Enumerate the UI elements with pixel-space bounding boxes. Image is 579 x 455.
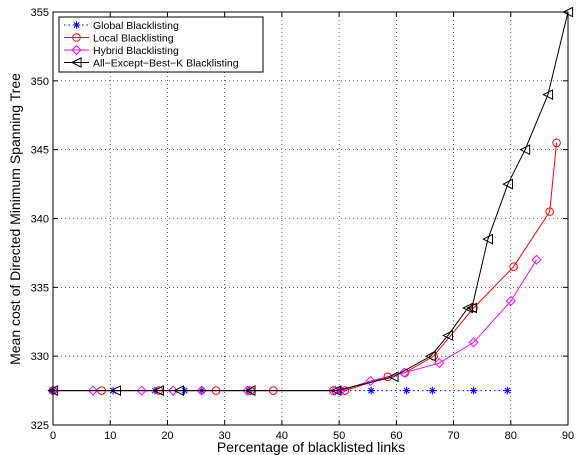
data-point-3	[173, 385, 184, 396]
data-point-2	[531, 254, 542, 265]
y-tick-label: 355	[31, 7, 49, 19]
data-point-2	[242, 385, 253, 396]
data-point-3	[542, 89, 554, 101]
data-point-0	[469, 386, 478, 395]
data-point-3	[482, 233, 493, 245]
data-point-2	[468, 337, 479, 348]
x-tick-label: 10	[104, 430, 116, 442]
data-point-3	[442, 330, 453, 341]
data-point-2	[196, 385, 207, 396]
y-tick-label: 345	[31, 145, 49, 157]
y-tick-label: 335	[31, 282, 49, 294]
axes: 0 10 20 30 40 50 60 70 80 90 325 330 335 340 345 350 355	[31, 7, 574, 442]
legend-marker-3	[70, 57, 82, 68]
legend-marker-2	[71, 44, 82, 56]
plot-frame	[52, 11, 569, 426]
x-tick-label: 70	[447, 430, 459, 442]
data-point-2	[136, 385, 147, 396]
data-point-3	[387, 371, 399, 383]
data-point-2	[399, 367, 410, 378]
data-point-3	[244, 385, 256, 396]
series-group	[47, 6, 574, 396]
legend-label-1: Local Blacklisting	[93, 33, 174, 45]
x-tick-label: 20	[161, 430, 173, 442]
y-tick-label: 340	[31, 214, 49, 226]
legend-label-3: All−Except−Best−K Blacklisting	[93, 58, 239, 70]
y-tick-label: 325	[31, 420, 49, 432]
y-tick-label: 330	[31, 351, 49, 363]
legend-label-2: Hybrid Blacklisting	[93, 45, 179, 57]
data-point-1	[545, 207, 554, 216]
data-point-2	[434, 357, 445, 369]
x-tick-label: 40	[276, 430, 288, 442]
legend-marker-1	[72, 33, 81, 42]
x-tick-label: 90	[562, 430, 574, 442]
legend-marker-0	[72, 21, 81, 29]
data-point-2	[365, 375, 376, 387]
data-point-3	[519, 144, 531, 156]
data-point-0	[367, 386, 375, 395]
data-point-1	[509, 262, 518, 271]
x-tick-label: 50	[333, 430, 345, 442]
data-point-3	[424, 350, 436, 362]
data-point-3	[153, 385, 164, 396]
x-tick-label: 0	[50, 430, 56, 442]
data-point-0	[428, 386, 437, 395]
data-point-0	[402, 386, 411, 395]
data-point-0	[503, 386, 512, 395]
data-point-2	[87, 385, 99, 396]
legend-box	[58, 16, 264, 73]
data-point-1	[552, 138, 561, 148]
y-tick-label: 350	[31, 76, 49, 88]
data-point-2	[168, 385, 179, 396]
plot-area	[53, 12, 568, 425]
x-tick-label: 80	[505, 430, 517, 442]
x-tick-label: 60	[390, 430, 402, 442]
data-point-3	[462, 302, 473, 314]
grid	[53, 12, 568, 425]
data-point-3	[466, 302, 477, 314]
data-point-3	[502, 178, 514, 190]
legend-label-0: Global Blacklisting	[93, 20, 179, 32]
y-axis-label: Mean cost of Directed Minimum Spanning T…	[7, 73, 23, 365]
x-tick-label: 30	[219, 430, 231, 442]
data-point-2	[505, 295, 516, 307]
series-line-3	[53, 11, 569, 392]
data-point-3	[330, 385, 342, 396]
data-point-3	[110, 385, 122, 396]
x-axis-label: Percentage of blacklisted links	[217, 439, 405, 455]
